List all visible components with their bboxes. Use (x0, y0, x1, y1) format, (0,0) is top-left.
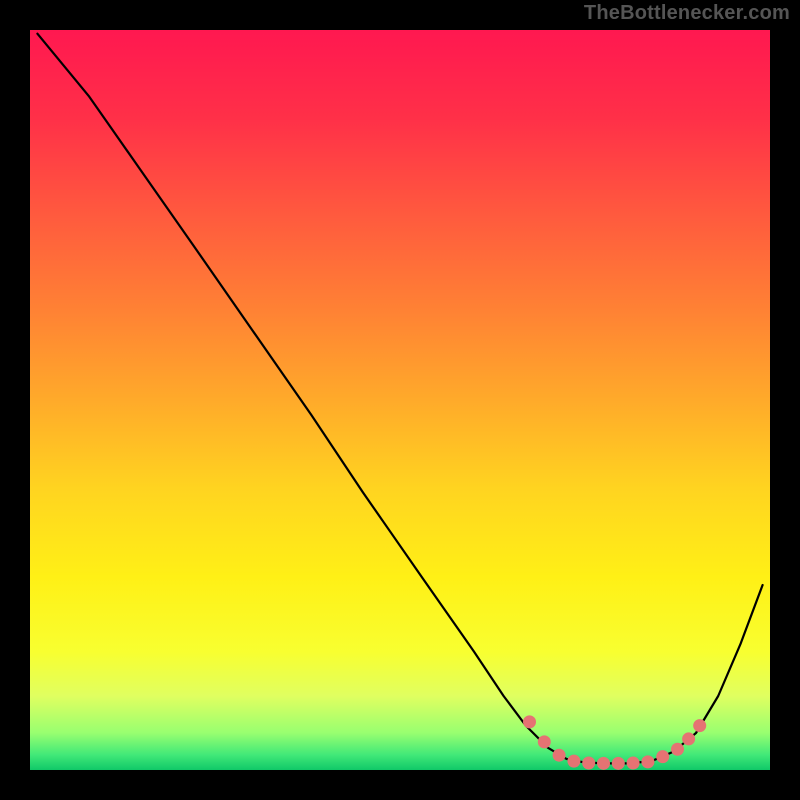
valley-marker (538, 735, 551, 748)
valley-marker (656, 750, 669, 763)
plot-area (30, 30, 770, 770)
valley-marker (523, 715, 536, 728)
chart-root: TheBottlenecker.com (0, 0, 800, 800)
plot-svg (30, 30, 770, 770)
valley-marker (671, 743, 684, 756)
valley-marker (612, 757, 625, 770)
valley-marker (597, 757, 610, 770)
valley-marker (627, 756, 640, 769)
valley-marker (693, 719, 706, 732)
valley-marker (567, 755, 580, 768)
valley-marker (682, 732, 695, 745)
valley-marker (553, 749, 566, 762)
valley-marker (641, 755, 654, 768)
valley-marker (582, 756, 595, 769)
watermark-text: TheBottlenecker.com (584, 2, 790, 25)
gradient-background (30, 30, 770, 770)
